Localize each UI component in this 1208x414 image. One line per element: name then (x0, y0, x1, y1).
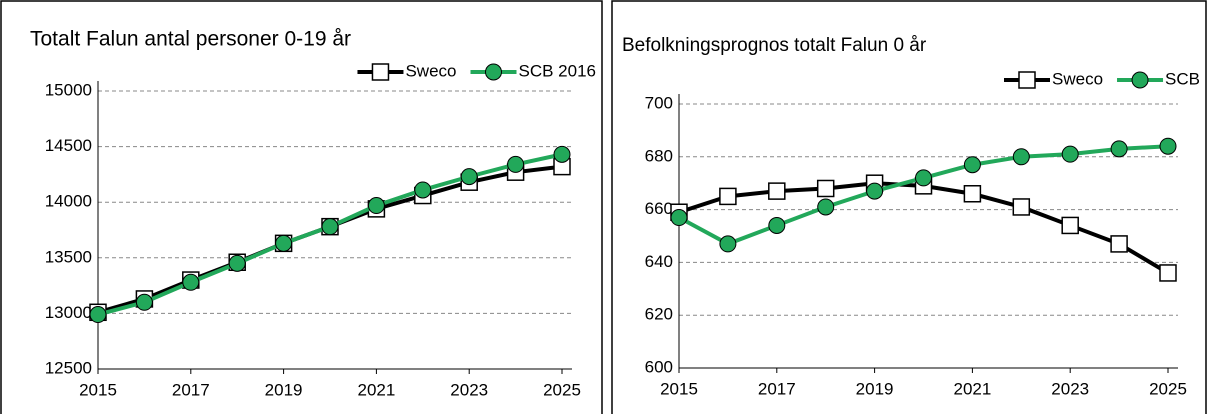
marker (1061, 216, 1079, 235)
legend-label: Sweco (1052, 69, 1103, 88)
y-tick-label: 700 (645, 93, 673, 112)
x-tick-label: 2023 (450, 380, 488, 399)
marker (1110, 140, 1128, 158)
marker (1159, 264, 1177, 282)
legend-label: SCB (1165, 69, 1200, 88)
marker (915, 169, 932, 187)
marker (1131, 71, 1149, 89)
x-tick-label: 2023 (1051, 379, 1089, 398)
marker (89, 306, 107, 324)
y-tick-label: 640 (645, 252, 673, 271)
legend-label: Sweco (405, 61, 456, 80)
marker (135, 293, 153, 311)
x-tick-label: 2017 (172, 380, 210, 399)
y-tick-label: 12500 (45, 358, 92, 377)
y-tick-label: 14500 (45, 136, 92, 155)
marker (816, 179, 835, 198)
marker (817, 198, 835, 216)
marker (670, 209, 688, 227)
marker (768, 182, 786, 200)
marker (460, 168, 478, 186)
x-tick-label: 2015 (79, 380, 117, 399)
marker (719, 187, 737, 206)
marker (228, 254, 246, 272)
y-tick-label: 600 (645, 357, 673, 376)
marker (485, 63, 502, 81)
chart-title: Befolkningsprognos totalt Falun 0 år (622, 35, 927, 56)
marker (321, 218, 339, 236)
x-tick-label: 2025 (543, 380, 581, 399)
marker (866, 182, 884, 200)
x-tick-label: 2021 (953, 379, 991, 398)
marker (371, 63, 390, 81)
x-tick-label: 2019 (265, 380, 303, 399)
chart-title: Totalt Falun antal personer 0-19 år (30, 28, 351, 51)
marker (963, 156, 981, 174)
marker (719, 235, 737, 253)
x-tick-label: 2021 (357, 380, 395, 399)
y-tick-label: 14000 (45, 192, 92, 211)
marker (182, 273, 200, 291)
marker (507, 155, 525, 173)
x-tick-label: 2025 (1149, 379, 1187, 398)
marker (367, 197, 385, 215)
marker (1012, 198, 1031, 216)
chart-frame (611, 0, 1207, 414)
chart-frame (0, 0, 603, 414)
y-tick-label: 13500 (45, 247, 92, 266)
marker (1110, 235, 1128, 253)
marker (1061, 145, 1079, 163)
marker (275, 234, 293, 252)
marker (768, 216, 786, 234)
marker (1012, 148, 1030, 166)
marker (1159, 137, 1177, 155)
y-tick-label: 620 (645, 305, 673, 324)
y-tick-label: 15000 (45, 80, 92, 99)
y-tick-label: 680 (645, 146, 673, 165)
marker (963, 185, 982, 203)
x-tick-label: 2017 (758, 379, 796, 398)
marker (1018, 71, 1036, 89)
marker (414, 181, 432, 199)
y-tick-label: 13000 (45, 303, 92, 322)
legend-label: SCB 2016 (519, 61, 597, 80)
marker (553, 145, 571, 163)
y-tick-label: 660 (645, 199, 673, 218)
x-tick-label: 2019 (856, 379, 894, 398)
x-tick-label: 2015 (660, 379, 698, 398)
